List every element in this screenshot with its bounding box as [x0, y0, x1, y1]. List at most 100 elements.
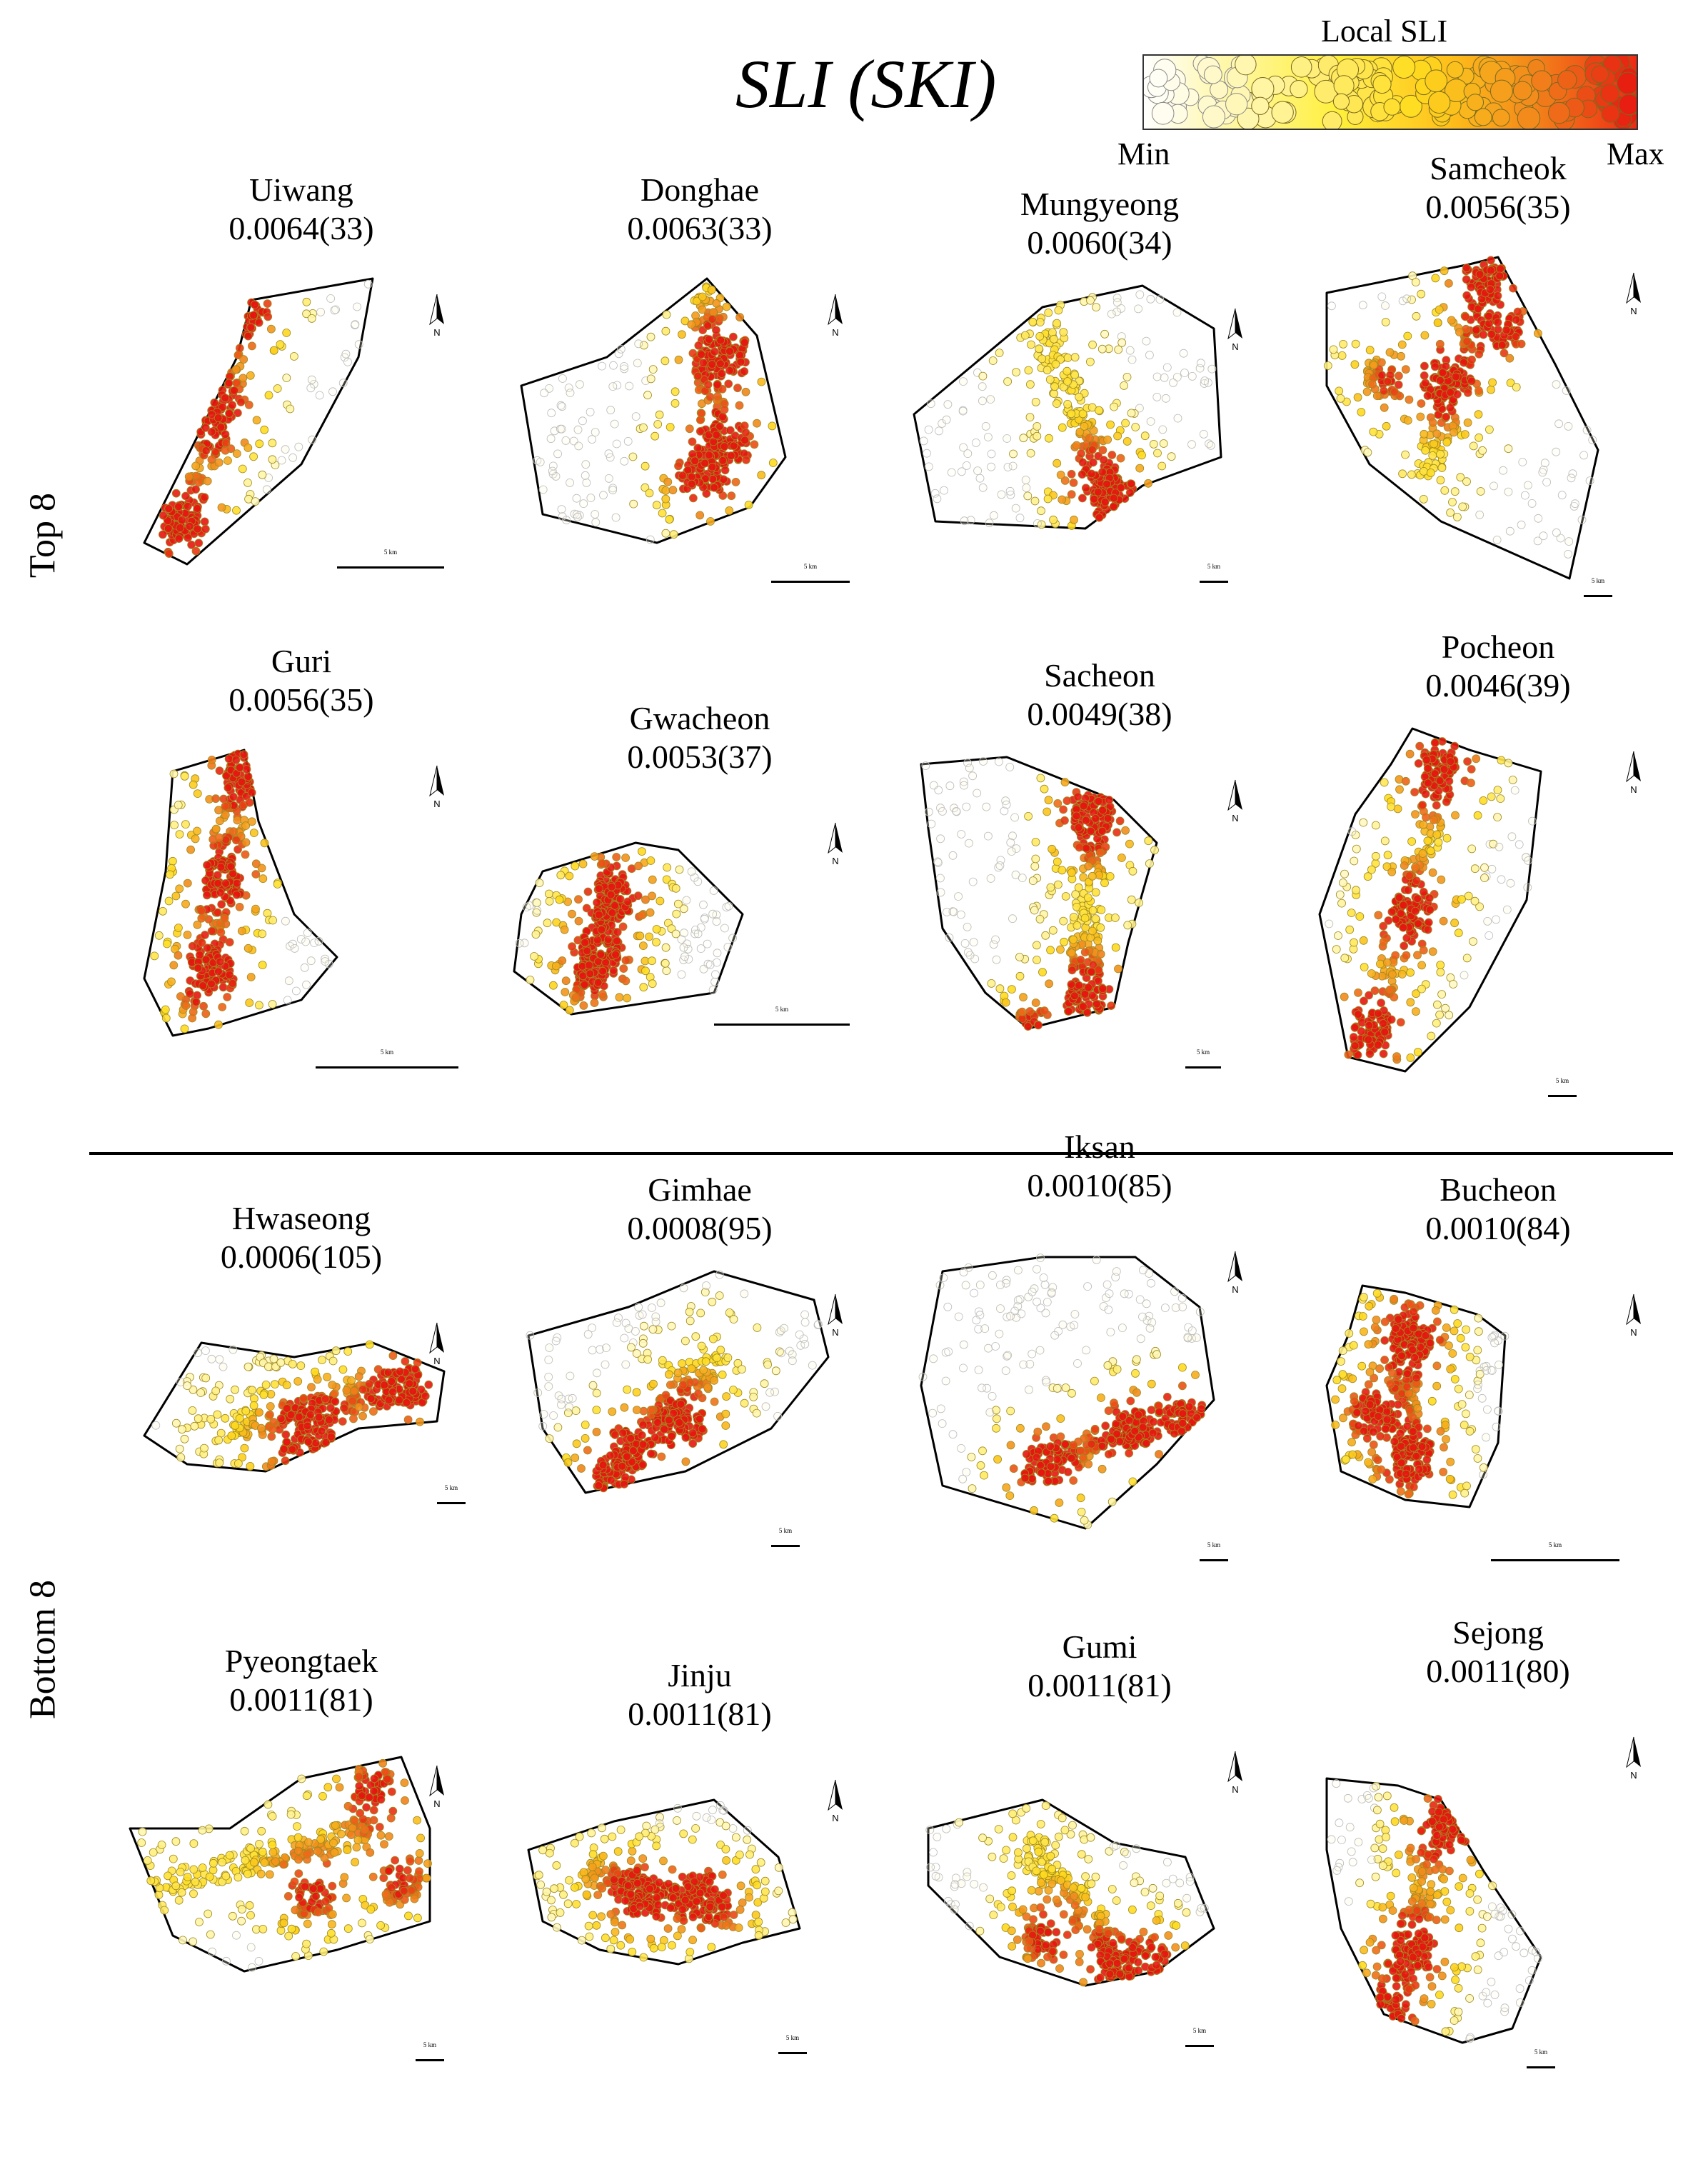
sli-point	[232, 379, 241, 388]
sli-point	[181, 1001, 191, 1011]
sli-point	[533, 1388, 543, 1397]
sli-point	[1438, 368, 1447, 377]
sli-point	[1120, 1289, 1129, 1298]
sli-point	[1487, 864, 1497, 874]
sli-point	[935, 1281, 945, 1290]
sli-point	[1352, 886, 1360, 895]
sli-point	[1146, 294, 1155, 304]
sli-point	[201, 1346, 210, 1356]
sli-point	[958, 406, 968, 416]
sli-point	[268, 1000, 277, 1009]
sli-point	[223, 993, 232, 1001]
sli-point	[1579, 451, 1589, 460]
sli-point	[221, 394, 230, 403]
sli-point	[180, 1024, 189, 1034]
legend-max-label: Max	[1607, 136, 1664, 171]
legend-dot	[1203, 65, 1222, 84]
sli-point	[708, 360, 717, 369]
sli-point	[268, 916, 278, 925]
sli-point	[637, 847, 646, 856]
sli-point	[235, 1413, 244, 1423]
sli-point	[1467, 376, 1476, 386]
sli-point	[1127, 895, 1136, 904]
sli-point	[1053, 1383, 1062, 1393]
sli-point	[614, 349, 623, 359]
sli-point	[1395, 785, 1404, 794]
sli-point	[957, 910, 965, 919]
sli-point	[572, 1439, 581, 1448]
sli-point	[620, 456, 629, 466]
north-label: N	[433, 1356, 440, 1366]
sli-point	[1195, 364, 1205, 373]
sli-point	[989, 511, 998, 520]
sli-point	[1430, 739, 1440, 747]
sli-point	[1472, 754, 1481, 764]
sli-point	[290, 944, 299, 953]
sli-point	[255, 439, 264, 449]
sli-point	[556, 871, 566, 880]
scale-bar: 5 km	[316, 1049, 458, 1069]
sli-point	[402, 1398, 411, 1407]
sli-point	[553, 449, 562, 459]
sli-point	[957, 467, 966, 476]
sli-point	[700, 459, 710, 468]
legend-dot	[1446, 61, 1464, 79]
sli-point	[639, 341, 648, 350]
sli-point	[1490, 481, 1498, 491]
city-map	[1318, 727, 1542, 1073]
sli-point	[672, 909, 681, 919]
sli-point	[189, 780, 198, 789]
sli-point	[1048, 844, 1057, 854]
sli-point	[558, 512, 567, 521]
sli-point	[1106, 1328, 1115, 1337]
sli-point	[536, 457, 545, 466]
sli-point	[728, 332, 738, 341]
sli-point	[1414, 759, 1423, 768]
sli-point	[1030, 496, 1040, 506]
sli-point	[1440, 486, 1450, 495]
sli-point	[688, 349, 698, 358]
sli-point	[959, 377, 968, 386]
sli-point	[1403, 416, 1412, 425]
sli-point	[1413, 951, 1422, 960]
sli-point	[962, 461, 971, 470]
sli-point	[1483, 916, 1492, 926]
sli-point	[1417, 961, 1427, 970]
sli-point	[1142, 336, 1151, 346]
sli-point	[579, 1001, 588, 1010]
sli-point	[224, 379, 233, 388]
sli-point	[1436, 961, 1445, 970]
sli-point	[1147, 1318, 1157, 1327]
sli-point	[740, 1289, 749, 1298]
sli-point	[1374, 1009, 1382, 1018]
sli-point	[1069, 1476, 1078, 1485]
sli-point	[1050, 1513, 1059, 1523]
sli-point	[557, 424, 566, 434]
sli-point	[1114, 345, 1123, 354]
sli-point	[551, 1336, 561, 1346]
sli-point	[1347, 909, 1356, 918]
sli-point	[1125, 1448, 1134, 1458]
sli-point	[1437, 737, 1447, 746]
sli-point	[957, 830, 966, 839]
sli-point	[1020, 331, 1030, 340]
sli-point	[545, 896, 554, 906]
sli-point	[621, 976, 631, 986]
sli-point	[338, 1417, 347, 1426]
sli-point	[1041, 931, 1050, 940]
sli-point	[1467, 844, 1477, 854]
sli-point	[1435, 776, 1445, 786]
sli-point	[661, 486, 670, 495]
sli-point	[615, 993, 624, 1002]
sli-point	[1488, 378, 1497, 387]
sli-point	[194, 1348, 202, 1358]
sli-point	[648, 891, 657, 901]
sli-point	[1517, 339, 1526, 349]
sli-point	[1033, 1427, 1043, 1436]
sli-point	[1075, 392, 1084, 401]
sli-point	[1097, 467, 1107, 476]
sli-point	[1449, 980, 1458, 989]
sli-point	[928, 1408, 937, 1418]
sli-point	[214, 833, 223, 842]
sli-point	[560, 925, 569, 934]
